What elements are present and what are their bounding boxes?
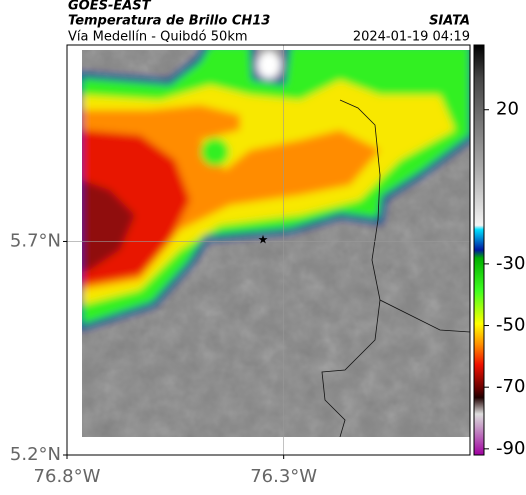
location-marker: ★ [258,233,269,247]
colorbar-tick-label: -90 [496,438,525,459]
colorbar-tick-label: -50 [496,315,525,336]
product: GOES-EAST [68,0,152,14]
title: Temperatura de Brillo CH13 [68,14,270,29]
map-frame [66,44,471,456]
datetime: 2024-01-19 04:19 [353,30,470,45]
subtitle: Vía Medellín - Quibdó 50km [68,30,248,45]
colorbar-tick-label: 20 [496,99,519,120]
colorbar-tick-label: -30 [496,253,525,274]
colorbar [473,44,485,456]
colorbar-tick-label: -70 [496,376,525,397]
satellite-image [82,50,470,437]
lat-tick-label: 5.2°N [10,444,61,465]
lon-tick-label: 76.3°W [250,466,317,487]
lat-tick-label: 5.7°N [10,230,61,251]
lon-tick-label: 76.8°W [34,466,101,487]
source: SIATA [429,14,470,29]
axes: 5.7°N 5.2°N76.8°W 76.3°W 20 -30 -50 -70 -90 [10,99,526,487]
